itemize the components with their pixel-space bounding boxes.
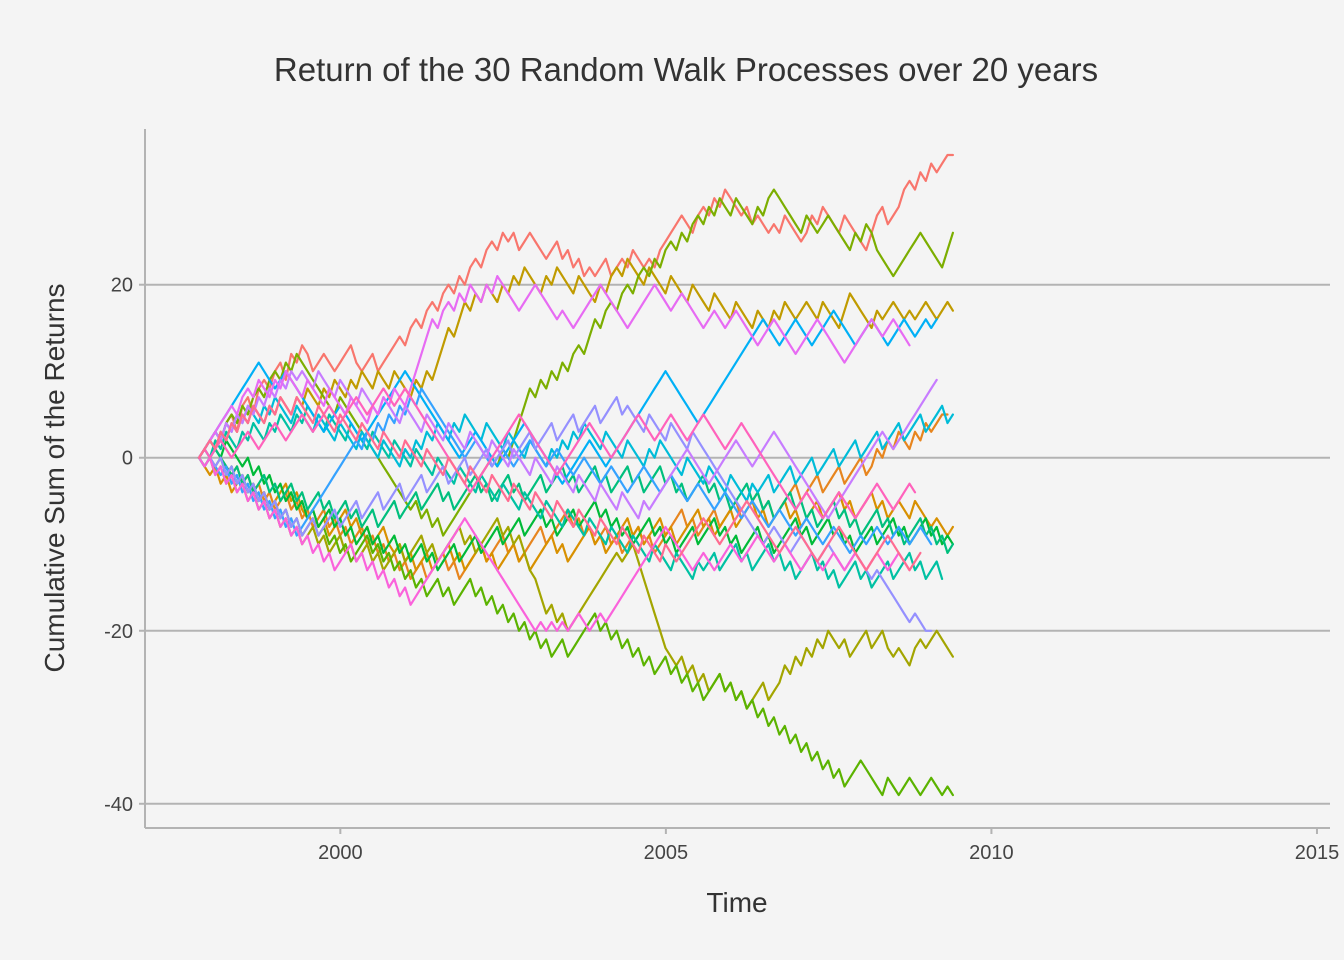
x-axis-ticks: 2000 2005 2010 2015 xyxy=(318,828,1339,864)
series-line xyxy=(197,448,955,797)
y-axis-ticks: -40 -20 0 20 xyxy=(104,275,145,816)
gridlines xyxy=(145,283,1330,805)
y-axis-title: Cumulative Sum of the Returns xyxy=(39,283,70,672)
series-line xyxy=(197,370,938,520)
y-tick-label: 20 xyxy=(111,275,133,297)
series-line xyxy=(197,153,955,459)
series-lines xyxy=(197,153,955,797)
chart-title: Return of the 30 Random Walk Processes o… xyxy=(274,51,1098,88)
series-line xyxy=(197,404,944,589)
x-tick-label: 2015 xyxy=(1295,842,1340,864)
series-line xyxy=(197,309,938,485)
series-line xyxy=(197,188,955,537)
series-line xyxy=(197,387,917,520)
x-tick-label: 2005 xyxy=(644,842,689,864)
y-tick-label: -20 xyxy=(104,621,133,643)
x-tick-label: 2000 xyxy=(318,842,363,864)
y-tick-label: 0 xyxy=(122,448,133,470)
series-line xyxy=(197,456,911,632)
series-line xyxy=(197,275,911,459)
y-tick-label: -40 xyxy=(104,794,133,816)
series-line xyxy=(197,396,955,503)
series-line xyxy=(197,257,955,459)
series-line xyxy=(197,396,922,572)
x-axis-title: Time xyxy=(706,887,767,918)
x-tick-label: 2010 xyxy=(969,842,1014,864)
